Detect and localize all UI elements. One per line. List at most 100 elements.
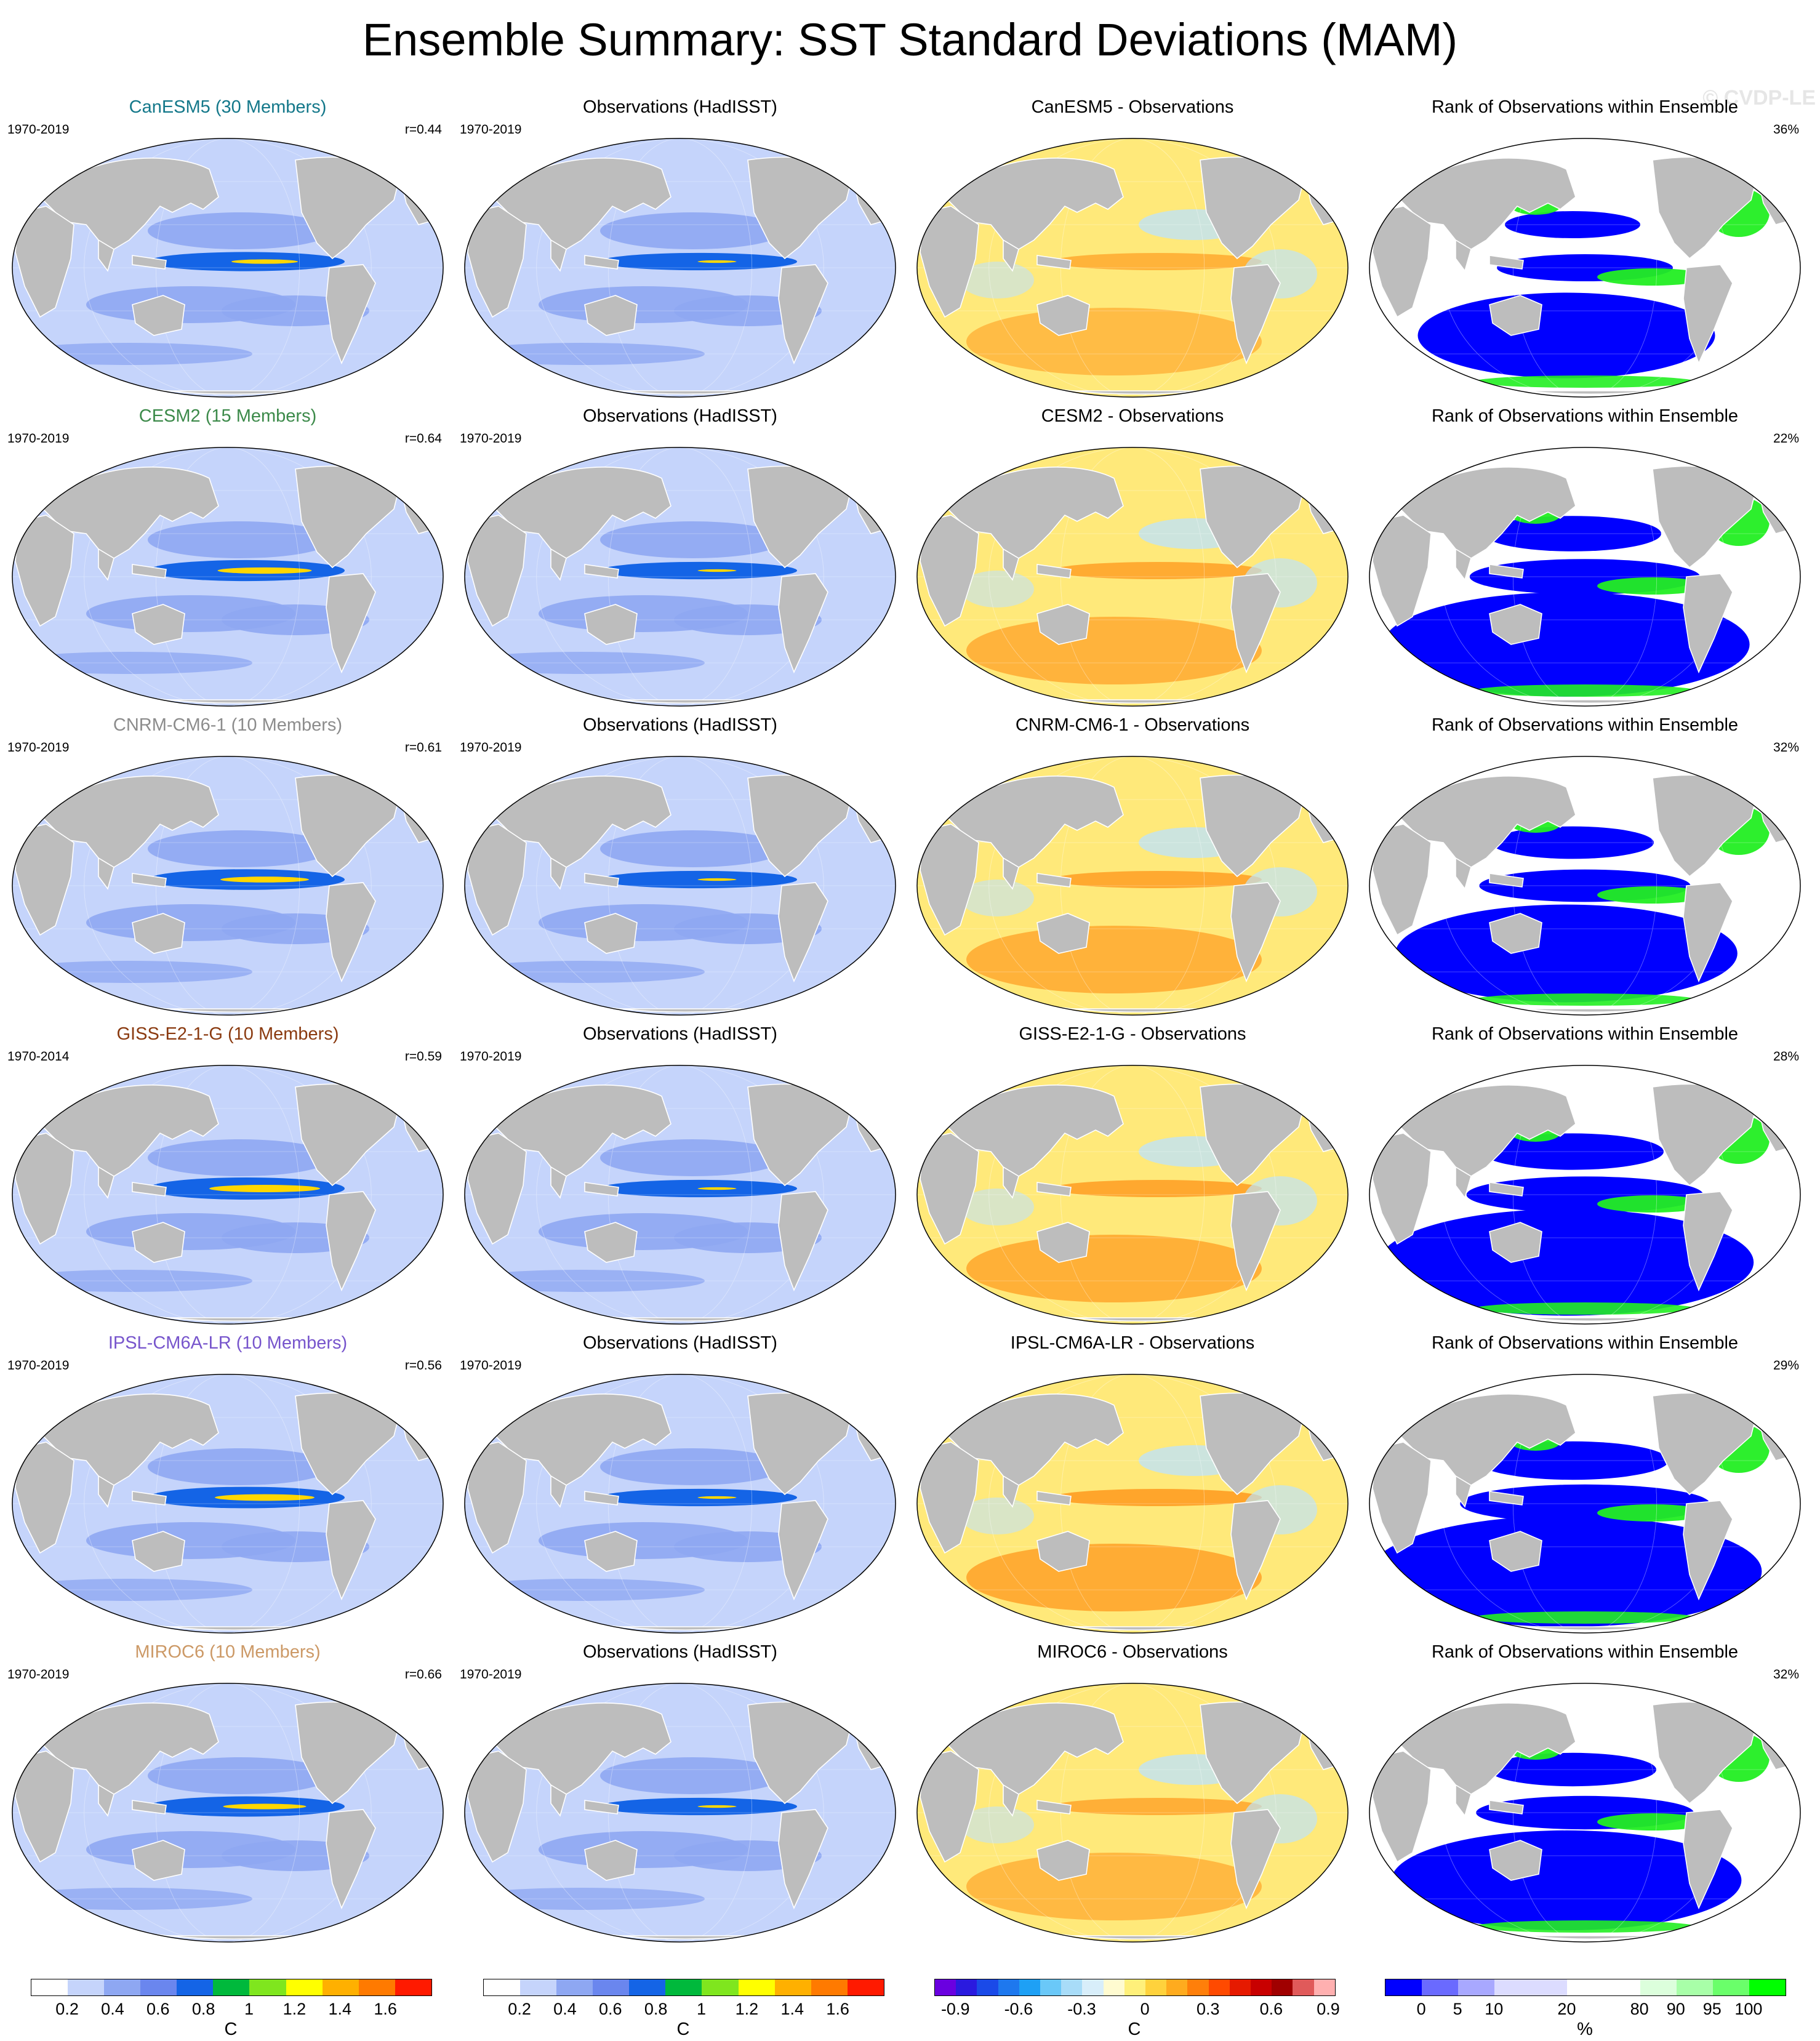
colorbar-swatch (322, 1979, 359, 1995)
map-outline (1369, 1683, 1801, 1943)
map-outline (12, 447, 444, 707)
model-map-panel: GISS-E2-1-G (10 Members) 1970-2014 r=0.59 (6, 1022, 449, 1330)
panel-title: Observations (HadISST) (583, 406, 777, 426)
land-africa (1372, 1442, 1432, 1554)
land-green (1725, 1693, 1771, 1721)
land-africa (920, 1442, 979, 1554)
rank-percent-label: 36% (1773, 122, 1799, 137)
rank-percent-label: 32% (1773, 740, 1799, 755)
land-africa (920, 206, 979, 318)
colorbar-tick-label: 1.4 (328, 2000, 352, 2018)
land-indon (584, 1491, 619, 1506)
diff-map-panel: IPSL-CM6A-LR - Observations (911, 1331, 1354, 1639)
colorbar-tick-label: 0.2 (55, 2000, 79, 2018)
land-samer (1683, 882, 1733, 983)
colorbar-swatch (1103, 1979, 1124, 1995)
map-outline (464, 756, 896, 1016)
rank-map (1369, 138, 1801, 398)
colorbar-tick-label: -0.9 (940, 2000, 970, 2018)
colorbar-swatch (1061, 1979, 1083, 1995)
model-map (12, 1065, 444, 1325)
colorbar-swatch (593, 1979, 630, 1995)
map-outline (916, 1683, 1349, 1943)
land-green (1273, 1075, 1318, 1103)
colorbar-tick-label: 0.2 (508, 2000, 531, 2018)
land-indon (1036, 1800, 1072, 1814)
obs-map-panel: Observations (HadISST) 1970-2019 (459, 95, 902, 403)
land-green (1273, 1693, 1318, 1721)
land-india (1455, 1166, 1472, 1199)
land-green (368, 1693, 414, 1721)
land-india (550, 239, 567, 272)
period-label: 1970-2019 (7, 1358, 70, 1373)
land-green (820, 1075, 866, 1103)
colorbar-swatch (104, 1979, 141, 1995)
land-samer (1230, 1809, 1281, 1910)
rank-map-panel: Rank of Observations within Ensemble 29% (1363, 1331, 1806, 1639)
colorbar-tick-label: 0.4 (101, 2000, 124, 2018)
land-india (1455, 239, 1472, 272)
panel-title: IPSL-CM6A-LR - Observations (1010, 1333, 1255, 1353)
colorbar-swatch (249, 1979, 286, 1995)
land-africa (1372, 515, 1432, 627)
land-africa (920, 515, 979, 627)
colorbar-swatch (1187, 1979, 1209, 1995)
land-samer (326, 882, 376, 983)
land-africa (467, 206, 527, 318)
obs-map-panel: Observations (HadISST) 1970-2019 (459, 1022, 902, 1330)
land-india (1455, 857, 1472, 890)
land-austr (1489, 1222, 1542, 1263)
land-india (98, 857, 114, 890)
land-samer (1683, 1500, 1733, 1601)
land-austr (132, 1840, 185, 1881)
land-austr (1489, 1840, 1542, 1881)
period-label: 1970-2019 (460, 740, 522, 755)
land-samer (1230, 882, 1281, 983)
colorbar-tick-label: 10 (1485, 2000, 1504, 2018)
land-green (1725, 457, 1771, 485)
panel-title: Rank of Observations within Ensemble (1431, 715, 1739, 735)
rank-map-panel: Rank of Observations within Ensemble 32% (1363, 1640, 1806, 1948)
period-label: 1970-2019 (7, 431, 70, 446)
colorbar-swatch (1603, 1979, 1640, 1995)
map-outline (1369, 138, 1801, 398)
land-india (550, 548, 567, 581)
colorbar-tick-label: 0.9 (1317, 2000, 1340, 2018)
obs-map-panel: Observations (HadISST) 1970-2019 (459, 1331, 902, 1639)
model-map-panel: MIROC6 (10 Members) 1970-2019 r=0.66 (6, 1640, 449, 1948)
land-india (1455, 1475, 1472, 1508)
model-map-panel: CanESM5 (30 Members) 1970-2019 r=0.44 (6, 95, 449, 403)
land-india (1455, 1784, 1472, 1817)
colorbar-tick-label: 0.3 (1196, 2000, 1220, 2018)
colorbar-swatch (140, 1979, 177, 1995)
land-austr (1036, 604, 1090, 645)
land-austr (132, 1222, 185, 1263)
model-map (12, 138, 444, 398)
land-india (550, 1166, 567, 1199)
colorbar-tick-label: 95 (1702, 2000, 1722, 2018)
land-indon (1036, 255, 1072, 270)
rank-map (1369, 1065, 1801, 1325)
pattern-correlation-label: r=0.61 (404, 740, 442, 755)
land-india (1003, 1166, 1019, 1199)
diff-map-panel: CanESM5 - Observations (911, 95, 1354, 403)
colorbar-tick-label: 0.8 (191, 2000, 215, 2018)
land-samer (326, 573, 376, 674)
land-indon (1036, 564, 1072, 579)
land-austr (1489, 913, 1542, 954)
colorbar-tick-label: 1.6 (374, 2000, 397, 2018)
period-label: 1970-2019 (7, 740, 70, 755)
watermark: © CVDP-LE (1702, 86, 1816, 110)
colorbar-units-label: % (1577, 2019, 1593, 2039)
colorbar-tick-label: 0 (1416, 2000, 1426, 2018)
land-africa (15, 206, 74, 318)
land-masses (1372, 766, 1798, 1013)
panel-title: CanESM5 - Observations (1031, 97, 1234, 117)
land-austr (1036, 295, 1090, 336)
colorbar-tick-label: 1.2 (283, 2000, 307, 2018)
colorbar-swatch (738, 1979, 775, 1995)
land-austr (1036, 1531, 1090, 1572)
land-africa (467, 515, 527, 627)
rank-percent-label: 29% (1773, 1358, 1799, 1373)
colorbar-swatch (484, 1979, 521, 1995)
